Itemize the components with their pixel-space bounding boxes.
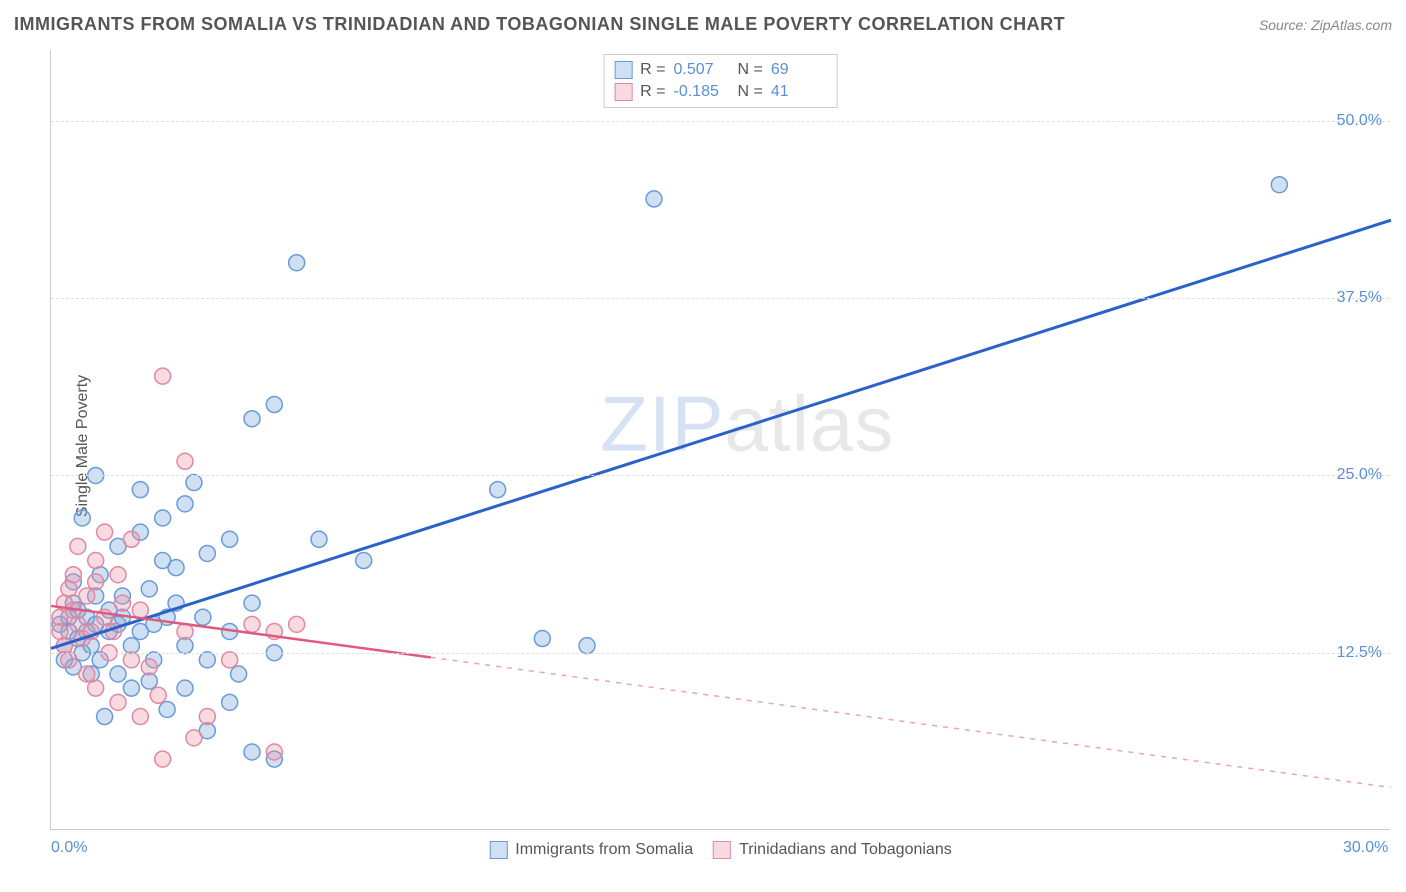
data-point-trinidad [177,453,193,469]
data-point-trinidad [244,616,260,632]
legend-swatch-trinidad [614,83,632,101]
data-point-trinidad [88,680,104,696]
gridline [51,121,1390,122]
data-point-somalia [195,609,211,625]
chart-title: IMMIGRANTS FROM SOMALIA VS TRINIDADIAN A… [14,14,1065,35]
legend-swatch-somalia [489,841,507,859]
data-point-somalia [266,397,282,413]
series-label: Immigrants from Somalia [515,841,693,859]
data-point-trinidad [132,709,148,725]
r-label: R = [640,61,665,79]
trend-line-dash-trinidad [431,657,1391,787]
data-point-trinidad [222,652,238,668]
data-point-trinidad [65,567,81,583]
data-point-somalia [199,545,215,561]
legend-row-somalia: R = 0.507 N = 69 [614,59,827,81]
data-point-somalia [646,191,662,207]
n-label: N = [738,61,763,79]
gridline [51,653,1390,654]
data-point-somalia [356,553,372,569]
data-point-trinidad [79,666,95,682]
r-value: -0.185 [674,83,730,101]
data-point-somalia [579,638,595,654]
legend-swatch-somalia [614,61,632,79]
y-tick-label: 37.5% [1337,289,1382,307]
r-label: R = [640,83,665,101]
data-point-trinidad [88,553,104,569]
data-point-trinidad [155,368,171,384]
gridline [51,298,1390,299]
data-point-somalia [222,531,238,547]
n-value: 69 [771,61,827,79]
data-point-somalia [168,560,184,576]
data-point-trinidad [110,567,126,583]
source-attribution: Source: ZipAtlas.com [1259,17,1392,33]
data-point-trinidad [123,652,139,668]
data-point-somalia [244,744,260,760]
data-point-trinidad [97,524,113,540]
data-point-somalia [97,709,113,725]
data-point-trinidad [61,652,77,668]
data-point-trinidad [141,659,157,675]
scatter-chart: ZIPatlas R =0.507N =69R =-0.185N =41 Imm… [50,50,1390,830]
data-point-trinidad [150,687,166,703]
chart-header: IMMIGRANTS FROM SOMALIA VS TRINIDADIAN A… [14,14,1392,35]
data-point-somalia [74,510,90,526]
series-legend-item-trinidad: Trinidadians and Tobagonians [713,841,952,859]
x-tick-label: 0.0% [51,839,87,857]
data-point-somalia [311,531,327,547]
series-legend: Immigrants from Somalia Trinidadians and … [489,841,951,859]
data-point-somalia [159,701,175,717]
data-point-trinidad [186,730,202,746]
data-point-somalia [244,411,260,427]
plot-svg [51,50,1390,829]
trend-line-somalia [51,220,1391,648]
data-point-somalia [123,680,139,696]
data-point-somalia [231,666,247,682]
legend-row-trinidad: R = -0.185 N = 41 [614,81,827,103]
r-value: 0.507 [674,61,730,79]
series-legend-item-somalia: Immigrants from Somalia [489,841,693,859]
data-point-trinidad [155,751,171,767]
correlation-legend: R = 0.507 N = 69 R = -0.185 N = 41 [603,54,838,108]
data-point-somalia [132,482,148,498]
data-point-somalia [222,694,238,710]
data-point-somalia [244,595,260,611]
y-tick-label: 50.0% [1337,112,1382,130]
data-point-trinidad [70,538,86,554]
y-tick-label: 12.5% [1337,644,1382,662]
data-point-somalia [289,255,305,271]
y-tick-label: 25.0% [1337,466,1382,484]
gridline [51,475,1390,476]
data-point-somalia [110,666,126,682]
data-point-somalia [199,652,215,668]
n-label: N = [738,83,763,101]
data-point-trinidad [132,602,148,618]
data-point-somalia [177,496,193,512]
data-point-trinidad [123,531,139,547]
data-point-trinidad [88,574,104,590]
data-point-trinidad [114,595,130,611]
data-point-trinidad [289,616,305,632]
data-point-trinidad [79,588,95,604]
data-point-somalia [177,680,193,696]
x-tick-label: 30.0% [1343,839,1388,857]
data-point-somalia [490,482,506,498]
legend-swatch-trinidad [713,841,731,859]
data-point-trinidad [110,694,126,710]
data-point-somalia [155,510,171,526]
data-point-trinidad [199,709,215,725]
data-point-somalia [186,475,202,491]
data-point-somalia [1271,177,1287,193]
series-label: Trinidadians and Tobagonians [739,841,952,859]
data-point-somalia [141,581,157,597]
data-point-somalia [534,631,550,647]
data-point-trinidad [266,744,282,760]
n-value: 41 [771,83,827,101]
